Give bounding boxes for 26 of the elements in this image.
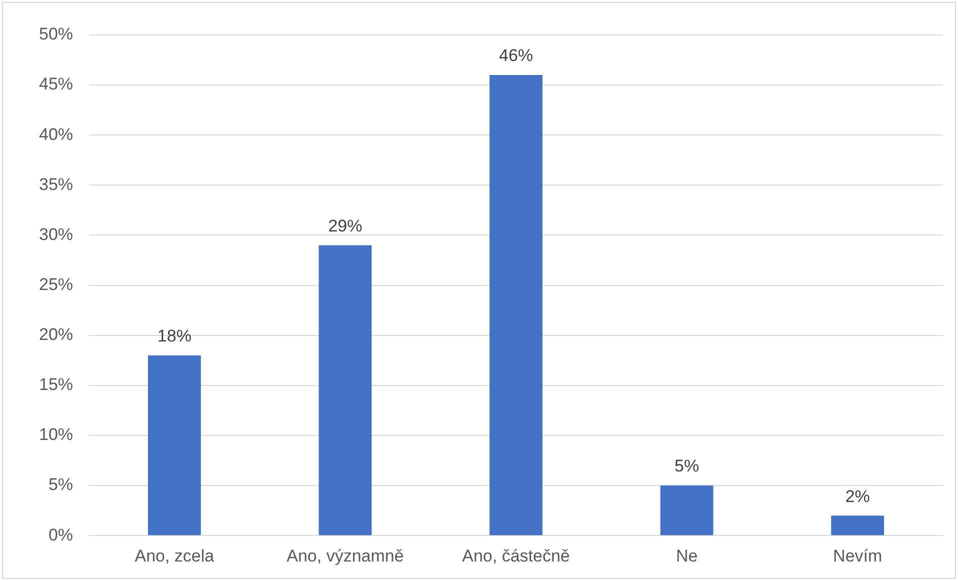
y-tick-label: 35%	[38, 174, 74, 194]
y-tick-label: 10%	[38, 425, 74, 444]
y-tick-label: 20%	[38, 325, 74, 344]
y-tick-label: 5%	[48, 475, 74, 494]
data-label: 46%	[498, 46, 534, 66]
x-tick-label: Ano, významně	[286, 546, 404, 566]
y-tick-label: 25%	[38, 274, 74, 294]
bar	[660, 486, 714, 536]
data-label: 2%	[845, 486, 870, 506]
y-tick-label: 40%	[38, 124, 74, 144]
data-label: 29%	[328, 216, 362, 236]
x-tick-label: Nevím	[833, 546, 882, 566]
x-tick-label: Ano, zcela	[134, 546, 215, 566]
y-tick-label: 15%	[38, 375, 74, 394]
bar	[148, 355, 201, 536]
data-label: 18%	[157, 326, 192, 346]
y-tick-label: 30%	[38, 224, 74, 244]
bar	[490, 75, 542, 536]
bar	[831, 516, 884, 536]
x-tick-label: Ano, částečně	[462, 546, 570, 566]
y-tick-label: 0%	[48, 525, 74, 544]
bar	[318, 245, 372, 536]
x-tick-label: Ne	[676, 546, 698, 566]
data-label: 5%	[674, 456, 700, 476]
y-tick-label: 50%	[38, 24, 74, 44]
y-tick-label: 45%	[38, 74, 74, 94]
